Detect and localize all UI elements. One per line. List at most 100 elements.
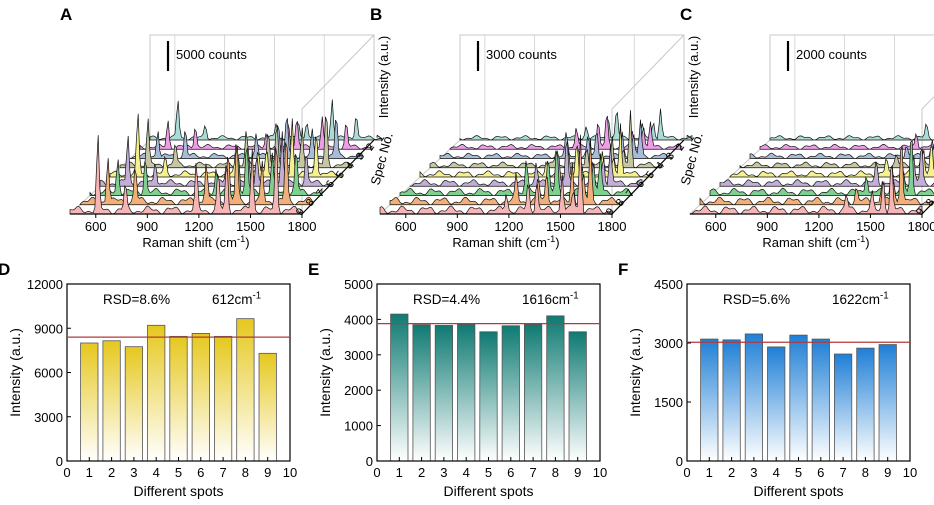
y-tick-label: 1000 — [344, 419, 373, 434]
spec-tick-label: 8 — [924, 197, 934, 209]
bar-spot-6 — [191, 333, 210, 462]
bar-spot-5 — [789, 334, 808, 462]
spec-tick-label: 4 — [654, 160, 667, 172]
peak-label: 612cm-1 — [212, 291, 261, 307]
bar-spot-3 — [744, 333, 763, 462]
x-tick-label: 4 — [463, 465, 470, 480]
x-axis-title-tail: ) — [555, 235, 559, 250]
bar-spot-9 — [878, 344, 897, 462]
bar-spot-4 — [767, 346, 786, 462]
x-tick-label: 8 — [552, 465, 559, 480]
spectrum-9 — [69, 135, 303, 215]
x-tick-label: 3 — [440, 465, 447, 480]
peak-label-text: 612cm — [212, 292, 253, 307]
x-tick-label: 10 — [903, 465, 917, 480]
bar-spot-5 — [169, 335, 188, 462]
bar-spot-7 — [214, 335, 233, 462]
x-tick-label: 8 — [242, 465, 249, 480]
y-tick-label: 2000 — [344, 383, 373, 398]
peak-label-sup: -1 — [570, 291, 579, 302]
y-tick-label: 0 — [366, 454, 373, 469]
y-tick-label: 4000 — [344, 312, 373, 327]
spec-tick-label: 6 — [324, 178, 337, 190]
x-tick-label: 1800 — [288, 219, 317, 234]
rsd-label: RSD=4.4% — [413, 292, 480, 307]
x-tick-label: 1200 — [804, 219, 833, 234]
spec-axis — [301, 139, 375, 215]
x-tick-label: 900 — [136, 219, 158, 234]
x-tick-label: 7 — [219, 465, 226, 480]
x-tick-label: 10 — [593, 465, 607, 480]
x-tick-label: 1 — [706, 465, 713, 480]
bar-spot-9 — [568, 331, 587, 462]
spec-tick-label: 2 — [364, 141, 377, 153]
x-tick-label: 600 — [705, 219, 727, 234]
y-tick-label: 0 — [56, 454, 63, 469]
bar-spot-1 — [700, 338, 719, 462]
bar-spot-9 — [258, 352, 277, 462]
spec-tick-label: 6 — [634, 178, 647, 190]
x-tick-label: 3 — [750, 465, 757, 480]
x-tick-label: 9 — [574, 465, 581, 480]
intensity-axis-title: Intensity (a.u.) — [376, 36, 391, 118]
x-tick-label: 2 — [728, 465, 735, 480]
x-tick-label: 2 — [418, 465, 425, 480]
bar-spot-7 — [834, 353, 853, 462]
bar-spot-5 — [479, 331, 498, 462]
x-tick-label: 6 — [197, 465, 204, 480]
x-tick-label: 5 — [175, 465, 182, 480]
bar-spot-8 — [546, 315, 565, 462]
x-tick-label: 9 — [884, 465, 891, 480]
peak-label: 1622cm-1 — [832, 291, 889, 307]
x-axis-title: Raman shift (cm-1) — [762, 234, 869, 250]
spectrum-9 — [379, 134, 613, 215]
spectrum-3 — [749, 139, 934, 159]
x-axis-title-sup: -1 — [857, 234, 865, 244]
y-tick-label: 12000 — [27, 277, 63, 292]
x-axis-title: Different spots — [443, 483, 533, 499]
x-axis-title-sup: -1 — [237, 234, 245, 244]
x-axis-title-text: Raman shift (cm — [142, 235, 237, 250]
y-axis-title: Intensity (a.u.) — [7, 328, 23, 417]
y-tick-label: 3000 — [344, 348, 373, 363]
spec-axis — [611, 139, 685, 215]
x-axis-title: Raman shift (cm-1) — [142, 234, 249, 250]
x-tick-label: 1500 — [236, 219, 265, 234]
intensity-axis-title: Intensity (a.u.) — [686, 36, 701, 118]
rsd-label: RSD=8.6% — [103, 292, 170, 307]
y-axis-title: Intensity (a.u.) — [627, 328, 643, 417]
peak-label-text: 1622cm — [832, 292, 880, 307]
x-axis-title: Different spots — [133, 483, 223, 499]
rsd-label: RSD=5.6% — [723, 292, 790, 307]
back-wall — [769, 34, 934, 140]
y-tick-label: 4500 — [654, 277, 683, 292]
x-tick-label: 4 — [153, 465, 160, 480]
bar-spot-3 — [434, 325, 453, 462]
panel-letter: A — [60, 5, 72, 24]
bar-spot-6 — [501, 325, 520, 462]
spec-tick-label: 9 — [294, 206, 307, 218]
spec-tick-label: 7 — [624, 188, 637, 200]
x-tick-label: 1 — [396, 465, 403, 480]
x-tick-label: 5 — [485, 465, 492, 480]
x-axis-title-text: Raman shift (cm — [762, 235, 857, 250]
spec-tick-label: 9 — [604, 206, 617, 218]
bar-spot-7 — [524, 323, 543, 462]
x-tick-label: 0 — [683, 465, 690, 480]
x-tick-label: 2 — [108, 465, 115, 480]
x-tick-label: 1500 — [856, 219, 885, 234]
panel-letter: D — [0, 260, 10, 279]
peak-label-sup: -1 — [880, 291, 889, 302]
y-tick-label: 5000 — [344, 277, 373, 292]
spec-tick-label: 8 — [304, 197, 317, 209]
x-tick-label: 0 — [373, 465, 380, 480]
spec-tick-label: 1 — [684, 132, 697, 144]
spec-tick-label: 1 — [374, 132, 387, 144]
y-tick-label: 6000 — [34, 366, 63, 381]
x-tick-label: 3 — [130, 465, 137, 480]
bar-spot-6 — [811, 338, 830, 462]
spectrum-8 — [699, 146, 933, 206]
